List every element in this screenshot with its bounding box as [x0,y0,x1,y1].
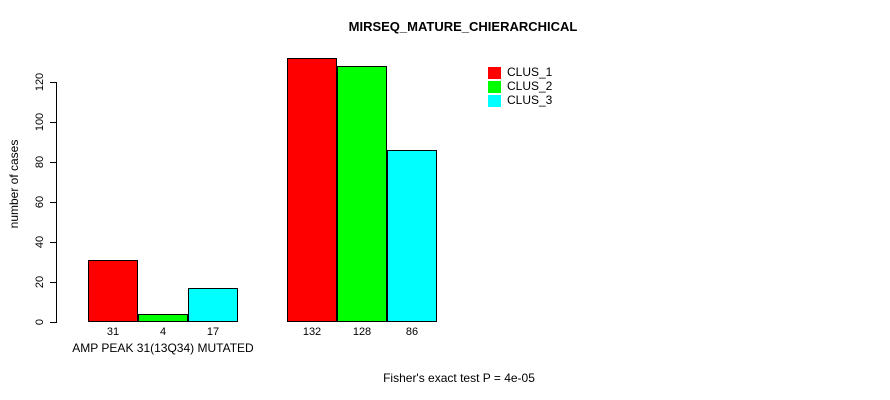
legend-swatch [488,66,501,79]
legend: CLUS_1 CLUS_2 CLUS_3 [488,66,552,108]
y-tick-mark [50,82,57,83]
legend-swatch [488,80,501,93]
legend-label: CLUS_2 [507,79,553,93]
y-tick-label: 0 [34,318,46,326]
y-tick-mark [50,242,57,243]
bar-value-label: 128 [352,326,372,338]
y-tick-mark [50,122,57,123]
y-tick-label: 80 [34,155,46,169]
y-tick-mark [50,282,57,283]
bar-value-label: 17 [206,326,220,338]
legend-item-clus_2: CLUS_2 [488,80,552,93]
y-tick-label: 40 [34,235,46,249]
bar-clus_1-group1 [88,260,138,322]
chart-title: MIRSEQ_MATURE_CHIERARCHICAL [348,19,578,34]
y-tick-label: 60 [34,195,46,209]
y-tick-label: 120 [34,72,46,92]
legend-item-clus_3: CLUS_3 [488,94,552,107]
y-tick-mark [50,202,57,203]
y-tick-mark [50,322,57,323]
bar-value-label: 86 [405,326,419,338]
bar-value-label: 4 [159,326,167,338]
y-axis-label: number of cases [7,139,21,229]
bar-value-label: 132 [302,326,322,338]
x-axis-label: AMP PEAK 31(13Q34) MUTATED [72,341,254,355]
bar-value-label: 31 [106,326,120,338]
bar-clus_2-group1 [138,314,188,322]
footnote-text: Fisher's exact test P = 4e-05 [383,371,535,385]
y-tick-mark [50,162,57,163]
bar-clus_3-group2 [387,150,437,322]
bar-clus_3-group1 [188,288,238,322]
y-tick-label: 20 [34,275,46,289]
bar-clus_1-group2 [287,58,337,322]
legend-swatch [488,94,501,107]
legend-item-clus_1: CLUS_1 [488,66,552,79]
legend-label: CLUS_3 [507,93,553,107]
legend-label: CLUS_1 [507,65,553,79]
bar-clus_2-group2 [337,66,387,322]
y-tick-label: 100 [34,112,46,132]
